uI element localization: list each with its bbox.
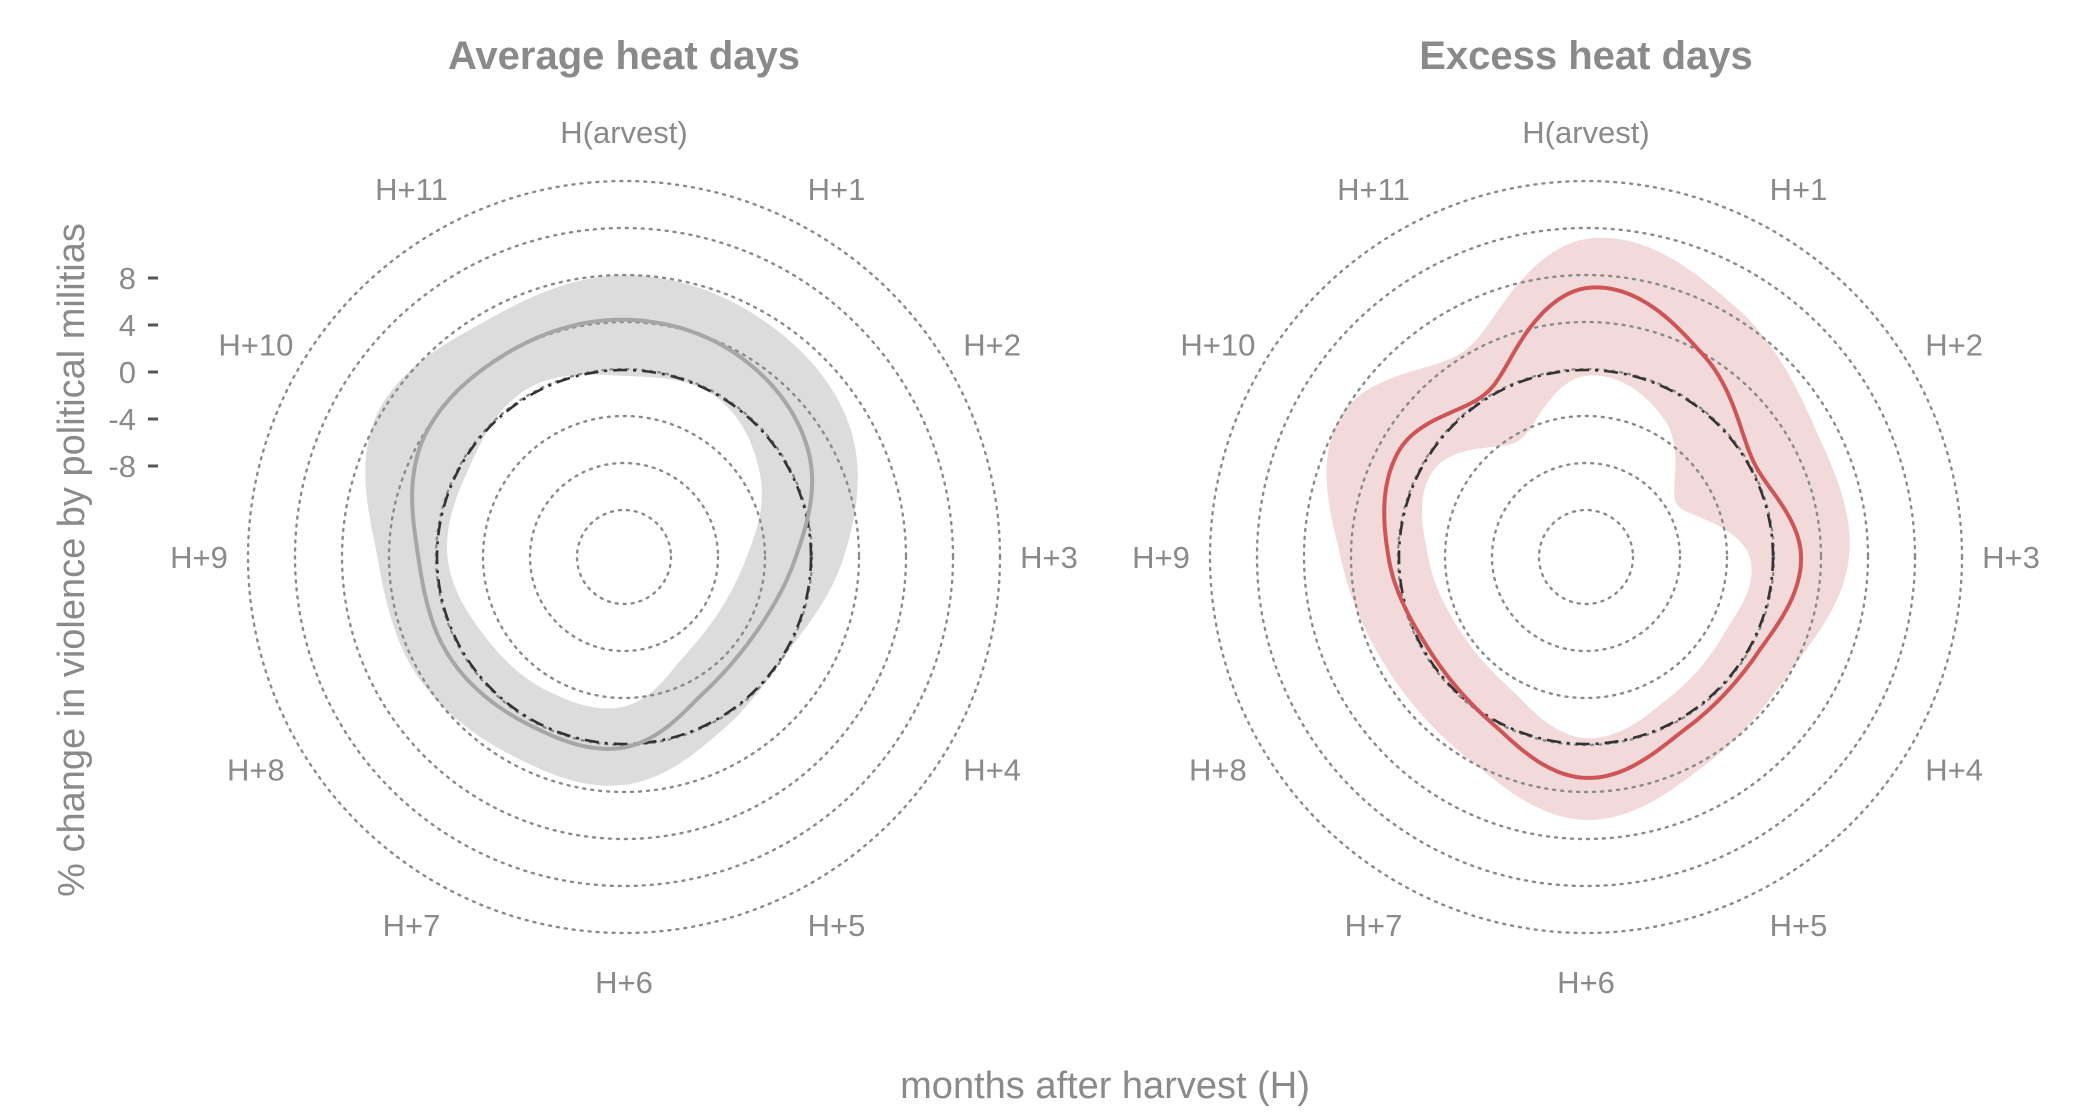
month-label: H+7 (1345, 908, 1403, 943)
month-label: H+7 (383, 908, 441, 943)
panel-average-heat-days: Average heat days H(arvest) H+1 H+2 H+3 H+4 H… (108, 34, 1077, 1000)
month-label: H+3 (1982, 540, 2040, 575)
month-label: H(arvest) (560, 115, 687, 150)
month-label: H+11 (1337, 172, 1410, 207)
y-tick-minus-4: -4 (108, 402, 158, 437)
grid-ring (1349, 320, 1823, 794)
month-label: H+2 (963, 328, 1021, 363)
month-label: H+8 (1189, 753, 1247, 788)
month-label: H(arvest) (1522, 115, 1649, 150)
panel-excess-heat-days: Excess heat days H(arvest) H+1 H+2 H+3 H+4 H+… (1132, 34, 2040, 1000)
panel-title: Average heat days (448, 34, 800, 78)
grid-ring (528, 461, 720, 653)
grid-ring (340, 273, 908, 841)
month-label: H+9 (1132, 540, 1190, 575)
grid-ring (1490, 461, 1682, 653)
y-tick-0: 0 (119, 355, 158, 390)
y-tick-label: 4 (119, 308, 136, 343)
grid-ring (1443, 414, 1729, 700)
month-label: H+11 (375, 172, 448, 207)
grid-ring (1537, 508, 1635, 606)
y-tick-label: -4 (108, 402, 136, 437)
estimate-line (410, 317, 815, 751)
month-label: H+2 (1925, 328, 1983, 363)
y-tick-label: 0 (119, 355, 136, 390)
month-label: H+5 (808, 908, 866, 943)
y-tick-label: -8 (108, 449, 136, 484)
month-label: H+1 (1770, 172, 1828, 207)
month-label: H+9 (170, 540, 228, 575)
confidence-band (1326, 237, 1850, 821)
grid-ring (481, 414, 767, 700)
month-label: H+10 (1180, 328, 1255, 363)
y-tick-label: 8 (119, 261, 136, 296)
zero-baseline (435, 368, 813, 746)
grid-ring (1208, 179, 1964, 935)
month-label: H+3 (1020, 540, 1078, 575)
month-label: H+10 (218, 328, 293, 363)
x-axis-title: months after harvest (H) (900, 1065, 1310, 1107)
month-label: H+8 (227, 753, 285, 788)
grid-ring (575, 508, 673, 606)
month-label: H+4 (1925, 753, 1983, 788)
grid-ring (387, 320, 861, 794)
grid-ring (293, 226, 955, 888)
y-tick-8: 8 (119, 261, 158, 296)
grid-ring (246, 179, 1002, 935)
grid-ring (1255, 226, 1917, 888)
month-label: H+1 (808, 172, 866, 207)
y-tick-minus-8: -8 (108, 449, 158, 484)
month-label: H+4 (963, 753, 1021, 788)
zero-baseline (1397, 368, 1775, 746)
month-label: H+5 (1770, 908, 1828, 943)
estimate-line (1382, 285, 1804, 780)
grid-ring (1302, 273, 1870, 841)
y-axis-title: % change in violence by political militi… (51, 223, 93, 897)
y-tick-4: 4 (119, 308, 158, 343)
panel-title: Excess heat days (1419, 34, 1753, 78)
month-label: H+6 (595, 965, 653, 1000)
month-label: H+6 (1557, 965, 1615, 1000)
